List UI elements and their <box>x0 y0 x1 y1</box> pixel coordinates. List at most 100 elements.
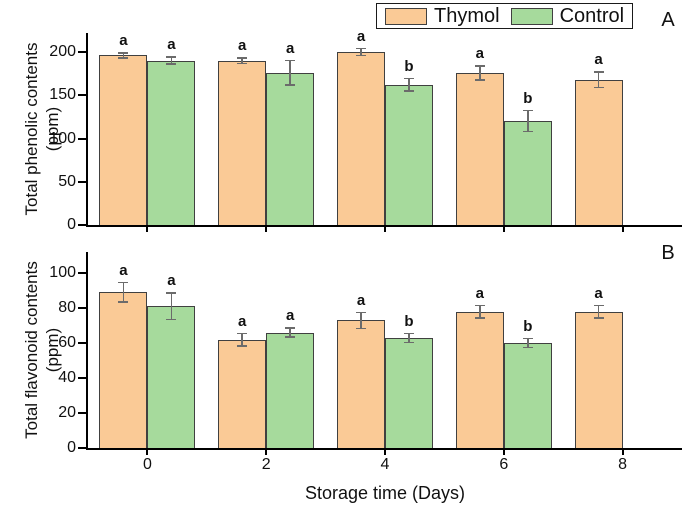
significance-letter: a <box>167 272 176 290</box>
legend-label-thymol: Thymol <box>434 4 500 27</box>
x-tick-mark <box>384 450 386 455</box>
significance-letter: a <box>119 32 128 50</box>
error-bar-thymol-day2 <box>237 57 248 65</box>
x-tick-mark <box>146 227 149 232</box>
bar-thymol-day6 <box>455 72 504 226</box>
bar-control-day0 <box>147 60 196 226</box>
bar-control-day2 <box>266 72 315 226</box>
error-bar-part <box>474 317 485 319</box>
y-tick-mark <box>78 447 86 449</box>
error-bar-part <box>404 332 414 334</box>
bar-thymol-day8 <box>574 79 623 226</box>
error-bar-part <box>237 57 248 59</box>
error-bar-part <box>522 130 533 133</box>
error-bar-part <box>479 304 481 319</box>
bar-control-day2 <box>266 332 315 449</box>
y-tick-label: 0 <box>67 216 76 233</box>
panel-label-b: B <box>661 242 675 264</box>
significance-letter: b <box>404 57 414 75</box>
y-tick-label: 150 <box>49 86 76 104</box>
error-bar-control-day2 <box>285 59 296 86</box>
significance-letter: a <box>238 312 247 330</box>
error-bar-part <box>166 292 177 294</box>
error-bar-control-day6 <box>522 337 533 349</box>
error-bar-control-day4 <box>404 332 414 343</box>
error-bar-part <box>479 65 481 81</box>
y-tick-label: 100 <box>49 129 76 147</box>
error-bar-part <box>356 47 366 50</box>
y-tick-mark <box>78 180 86 183</box>
error-bar-part <box>597 71 600 89</box>
x-tick-label: 2 <box>261 456 271 473</box>
error-bar-part <box>593 86 604 89</box>
x-axis-line <box>86 448 682 450</box>
error-bar-part <box>360 311 362 329</box>
error-bar-thymol-day2 <box>237 332 248 347</box>
significance-letter: a <box>119 261 128 279</box>
error-bar-control-day0 <box>166 292 177 321</box>
error-bar-part <box>404 77 414 80</box>
legend: Thymol Control <box>376 3 634 29</box>
significance-letter: a <box>286 307 295 325</box>
error-bar-part <box>285 327 296 329</box>
error-bar-part <box>166 63 177 65</box>
x-tick-mark <box>384 227 386 232</box>
y-tick-label: 100 <box>49 264 76 281</box>
error-bar-part <box>356 54 366 57</box>
error-bar-part <box>118 57 129 59</box>
significance-letter: a <box>167 36 176 54</box>
x-tick-mark <box>502 450 505 455</box>
significance-letter: a <box>356 291 366 309</box>
bar-control-day4 <box>385 84 433 226</box>
bar-thymol-day8 <box>574 311 623 449</box>
significance-letter: a <box>238 37 247 55</box>
y-axis-line <box>86 33 88 227</box>
error-bar-control-day6 <box>522 109 533 133</box>
error-bar-part <box>597 304 600 319</box>
significance-letter: b <box>404 312 414 330</box>
error-bar-part <box>474 79 485 81</box>
error-bar-part <box>166 318 177 321</box>
error-bar-part <box>170 292 173 321</box>
bar-thymol-day6 <box>455 311 504 449</box>
x-tick-mark <box>265 227 268 232</box>
error-bar-thymol-day8 <box>593 71 604 89</box>
error-bar-control-day0 <box>166 56 177 65</box>
error-bar-thymol-day0 <box>118 281 129 303</box>
legend-swatch-thymol <box>385 7 427 25</box>
error-bar-part <box>474 304 485 306</box>
error-bar-part <box>527 109 529 133</box>
error-bar-part <box>241 332 243 347</box>
error-bar-part <box>289 59 291 86</box>
error-bar-part <box>360 47 362 57</box>
legend-swatch-control <box>510 7 553 25</box>
error-bar-thymol-day8 <box>593 304 604 319</box>
x-tick-mark <box>621 227 624 232</box>
x-tick-mark <box>265 450 268 455</box>
bar-thymol-day4 <box>337 320 385 449</box>
error-bar-part <box>356 311 366 313</box>
error-bar-thymol-day4 <box>356 47 366 57</box>
x-tick-mark <box>621 450 624 455</box>
bar-thymol-day4 <box>337 52 385 226</box>
x-tick-label: 4 <box>380 456 390 473</box>
error-bar-part <box>522 109 533 112</box>
y-tick-mark <box>78 272 86 274</box>
error-bar-part <box>118 281 129 284</box>
significance-letter: a <box>356 27 366 45</box>
y-tick-label: 80 <box>58 299 76 316</box>
error-bar-part <box>527 337 529 349</box>
error-bar-part <box>522 337 533 340</box>
error-bar-part <box>285 84 296 86</box>
y-tick-label: 50 <box>58 172 76 190</box>
error-bar-part <box>404 90 414 92</box>
significance-letter: a <box>475 284 484 302</box>
bar-thymol-day2 <box>218 339 267 449</box>
error-bar-part <box>356 327 366 329</box>
error-bar-part <box>237 332 248 334</box>
legend-label-control: Control <box>559 4 625 27</box>
bar-thymol-day0 <box>99 55 148 226</box>
bar-control-day4 <box>385 337 433 449</box>
x-tick-mark <box>502 227 505 232</box>
